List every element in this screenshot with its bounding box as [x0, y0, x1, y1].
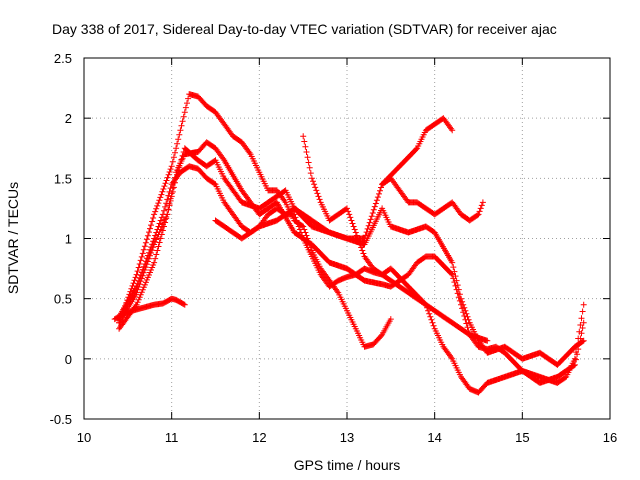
y-tick-label: 0: [65, 352, 72, 367]
chart-title: Day 338 of 2017, Sidereal Day-to-day VTE…: [52, 21, 557, 37]
series-track-6: [212, 205, 491, 344]
x-tick-label: 11: [165, 430, 179, 445]
y-tick-labels: -0.5 0 0.5 1 1.5 2 2.5: [50, 51, 72, 427]
x-tick-label: 15: [515, 430, 529, 445]
x-tick-label: 16: [603, 430, 617, 445]
y-axis-title: SDTVAR / TECUs: [5, 182, 21, 294]
plus-markers: [212, 205, 491, 344]
y-tick-label: -0.5: [50, 412, 72, 427]
y-tick-label: 1.5: [54, 171, 72, 186]
y-tick-label: 2: [65, 111, 72, 126]
x-axis-title: GPS time / hours: [294, 457, 401, 473]
plus-markers: [379, 175, 486, 224]
plus-markers: [300, 133, 587, 396]
plot-frame: [83, 57, 611, 420]
x-tick-label: 12: [252, 430, 266, 445]
x-tick-labels: 10 11 12 13 14 15 16: [77, 430, 617, 445]
y-tick-label: 2.5: [54, 51, 72, 66]
plus-markers: [116, 139, 587, 386]
x-tick-label: 10: [77, 430, 91, 445]
y-tick-label: 0.5: [54, 292, 72, 307]
x-tick-label: 13: [340, 430, 354, 445]
y-tick-label: 1: [65, 232, 72, 247]
series-track-5: [116, 139, 587, 386]
series-track-8: [379, 175, 486, 224]
data-marks: [111, 91, 587, 396]
x-tick-label: 14: [427, 430, 441, 445]
series-track-7: [300, 133, 587, 396]
